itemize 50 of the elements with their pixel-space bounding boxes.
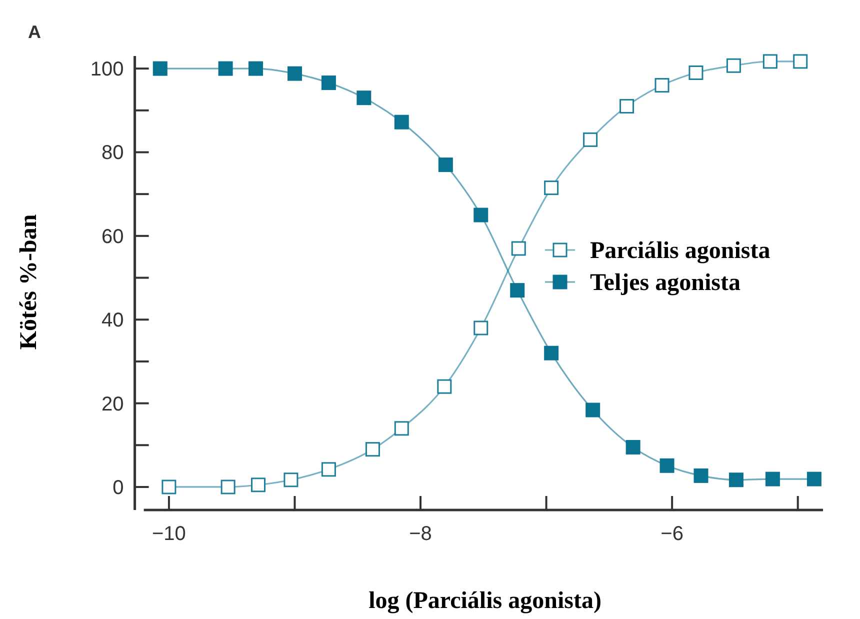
point [220, 480, 236, 494]
point [806, 472, 822, 486]
point [510, 283, 525, 298]
point [654, 78, 670, 93]
y-tick-label: 20 [102, 393, 124, 416]
point [544, 180, 559, 196]
y-tick-label: 0 [112, 476, 124, 499]
y-tick-label: 40 [102, 310, 124, 332]
point [583, 132, 598, 147]
point [586, 402, 600, 418]
y-axis-title: Kötés %-ban [16, 214, 42, 350]
point [762, 54, 778, 69]
point [284, 472, 298, 488]
point [474, 208, 488, 222]
point [511, 241, 526, 256]
x-axis-title: log (Parciális agonista) [368, 588, 602, 614]
point [474, 320, 488, 336]
point [218, 61, 233, 76]
point [394, 421, 409, 436]
point [726, 58, 741, 73]
x-tick-label: −10 [152, 523, 186, 545]
point [620, 98, 634, 114]
legend-label: Parciális agonista [590, 238, 770, 264]
x-tick-label: −6 [660, 523, 684, 545]
y-tick-label: 80 [102, 142, 124, 164]
point [793, 54, 808, 69]
point [251, 478, 266, 492]
y-tick-label: 60 [102, 226, 124, 248]
point [694, 468, 708, 483]
y-tick-label: 100 [90, 58, 124, 81]
point [321, 76, 336, 90]
point [152, 61, 168, 76]
point [365, 442, 380, 457]
point [544, 346, 559, 360]
point [162, 480, 176, 494]
point [437, 379, 452, 394]
point [660, 458, 674, 473]
point [287, 66, 302, 81]
text: A [28, 22, 41, 42]
point [626, 440, 640, 454]
point [765, 472, 780, 486]
legend-label: Teljes agonista [590, 270, 740, 296]
point [688, 65, 704, 80]
point [394, 114, 409, 130]
x-tick-label: −8 [409, 523, 432, 545]
point [248, 61, 263, 76]
point [728, 472, 744, 488]
point [321, 462, 336, 477]
point [438, 158, 453, 172]
point [356, 90, 372, 106]
